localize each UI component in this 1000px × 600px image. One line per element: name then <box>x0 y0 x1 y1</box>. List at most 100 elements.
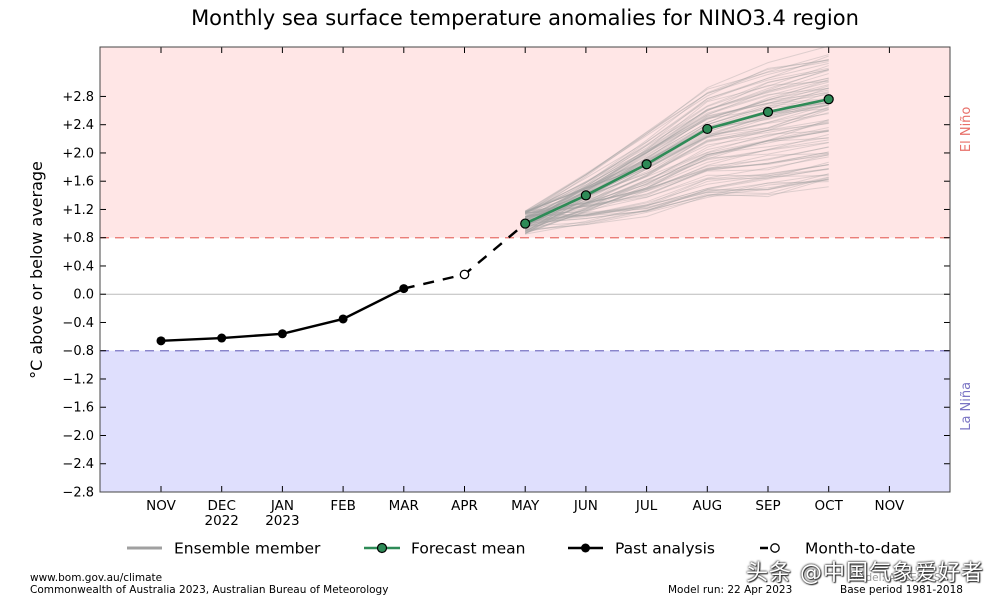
ensemble-member-line <box>525 98 829 221</box>
ensemble-member-line <box>525 134 829 228</box>
y-axis-label: °C above or below average <box>27 161 46 379</box>
ensemble-member-line <box>525 156 829 215</box>
legend-past-marker <box>581 543 590 553</box>
legend-mtd-marker <box>770 543 780 553</box>
ensemble-member-line <box>525 130 829 225</box>
x-tick-label: FEB <box>330 498 356 514</box>
y-tick-label: −0.4 <box>62 316 94 331</box>
la-nina-label: La Niña <box>959 382 974 431</box>
ensemble-member-line <box>524 97 829 218</box>
ensemble-member-line <box>525 178 829 224</box>
ensemble-member-line <box>525 130 829 234</box>
ensemble-member-line <box>525 137 829 231</box>
ensemble-member-line <box>525 113 829 226</box>
ensemble-members <box>524 45 829 235</box>
ensemble-member-line <box>524 61 829 212</box>
ensemble-member-line <box>525 129 829 234</box>
ensemble-member-line <box>524 84 829 234</box>
past-analysis-point <box>277 329 287 339</box>
ensemble-member-line <box>524 77 829 221</box>
past-analysis-point <box>338 314 348 324</box>
ensemble-member-line <box>525 104 829 212</box>
ensemble-member-line <box>524 94 829 214</box>
legend-label-mtd: Month-to-date <box>805 540 916 558</box>
ensemble-member-line <box>525 104 829 213</box>
ensemble-member-line <box>524 45 829 217</box>
x-tick-label: SEP <box>755 498 780 514</box>
y-tick-label: +2.8 <box>62 90 94 105</box>
y-tick-label: −2.4 <box>62 457 94 472</box>
ensemble-member-line <box>525 102 829 213</box>
y-tick-label: −2.0 <box>62 429 94 444</box>
ensemble-member-line <box>524 68 829 218</box>
ensemble-member-line <box>525 127 829 231</box>
ensemble-member-line <box>525 146 829 212</box>
y-tick-label: +2.0 <box>62 146 94 161</box>
ensemble-member-line <box>525 168 829 219</box>
plot-frame <box>99 46 951 493</box>
x-tick-label: DEC <box>208 498 236 514</box>
el-nino-label: El Niño <box>959 107 974 153</box>
ensemble-member-line <box>525 176 829 218</box>
ensemble-member-line <box>524 79 829 212</box>
footer-model-name: Model: ACCESS-S2 <box>850 572 948 584</box>
x-tick-label: OCT <box>815 498 844 514</box>
ensemble-member-line <box>524 92 829 223</box>
ensemble-member-line <box>525 119 829 232</box>
ensemble-member-line <box>524 55 829 228</box>
ensemble-member-line <box>525 137 829 218</box>
ensemble-member-line <box>524 77 829 227</box>
ensemble-member-line <box>525 146 829 214</box>
legend-label-forecast: Forecast mean <box>411 540 525 558</box>
ensemble-member-line <box>524 79 829 224</box>
forecast-mean-point <box>823 94 834 105</box>
y-tick-label: −2.8 <box>62 486 94 501</box>
ensemble-member-line <box>524 100 829 229</box>
ensemble-member-line <box>524 68 829 230</box>
x-tick-label: JAN <box>270 498 294 514</box>
x-year-label: 2023 <box>265 513 299 529</box>
plot-area: +2.8 +2.4 +2.0 +1.6 +1.2 +0.8 +0.4 0.0 −0.4 −0.8 −… <box>62 45 974 529</box>
ensemble-member-line <box>525 106 829 214</box>
ensemble-member-line <box>524 65 829 226</box>
x-year-label: 2022 <box>205 513 239 529</box>
y-tick-label: −0.8 <box>62 344 94 359</box>
y-tick-label: +1.2 <box>62 203 94 218</box>
ensemble-member-line <box>524 107 829 230</box>
ensemble-member-line <box>524 80 829 214</box>
x-tick-label: MAR <box>389 498 419 514</box>
forecast-mean-point <box>520 218 531 229</box>
el-nino-region <box>100 47 950 238</box>
ensemble-member-line <box>525 177 829 216</box>
past-analysis-point <box>217 333 227 343</box>
ensemble-member-line <box>524 69 829 215</box>
ensemble-member-line <box>525 163 829 217</box>
ensemble-member-line <box>525 154 829 214</box>
watermark: 头条 @中国气象爱好者 <box>746 561 984 586</box>
footer-base-period: Base period 1981-2018 <box>840 584 963 596</box>
ensemble-member-line <box>525 178 829 217</box>
ensemble-member-line <box>525 175 829 222</box>
la-nina-region <box>100 350 950 492</box>
ensemble-member-line <box>524 87 829 221</box>
ensemble-member-line <box>525 141 829 218</box>
ensemble-member-line <box>524 104 829 232</box>
y-tick-label: +0.4 <box>62 259 94 274</box>
legend: Ensemble member Forecast mean Past analysi… <box>127 540 916 558</box>
past-analysis-point <box>156 336 166 346</box>
footer-url: www.bom.gov.au/climate <box>30 572 163 584</box>
ensemble-member-line <box>525 168 829 235</box>
ensemble-member-line <box>524 104 829 234</box>
ensemble-member-line <box>525 142 829 219</box>
ensemble-member-line <box>525 120 829 228</box>
legend-label-ensemble: Ensemble member <box>174 540 321 558</box>
ensemble-member-line <box>525 161 829 223</box>
y-tick-label: +0.8 <box>62 231 94 246</box>
ensemble-member-line <box>524 85 829 235</box>
month-to-date-point <box>459 269 470 280</box>
forecast-mean-point <box>762 106 774 118</box>
ensemble-member-line <box>525 168 829 223</box>
ensemble-member-line <box>524 67 829 214</box>
ensemble-member-line <box>525 153 829 214</box>
